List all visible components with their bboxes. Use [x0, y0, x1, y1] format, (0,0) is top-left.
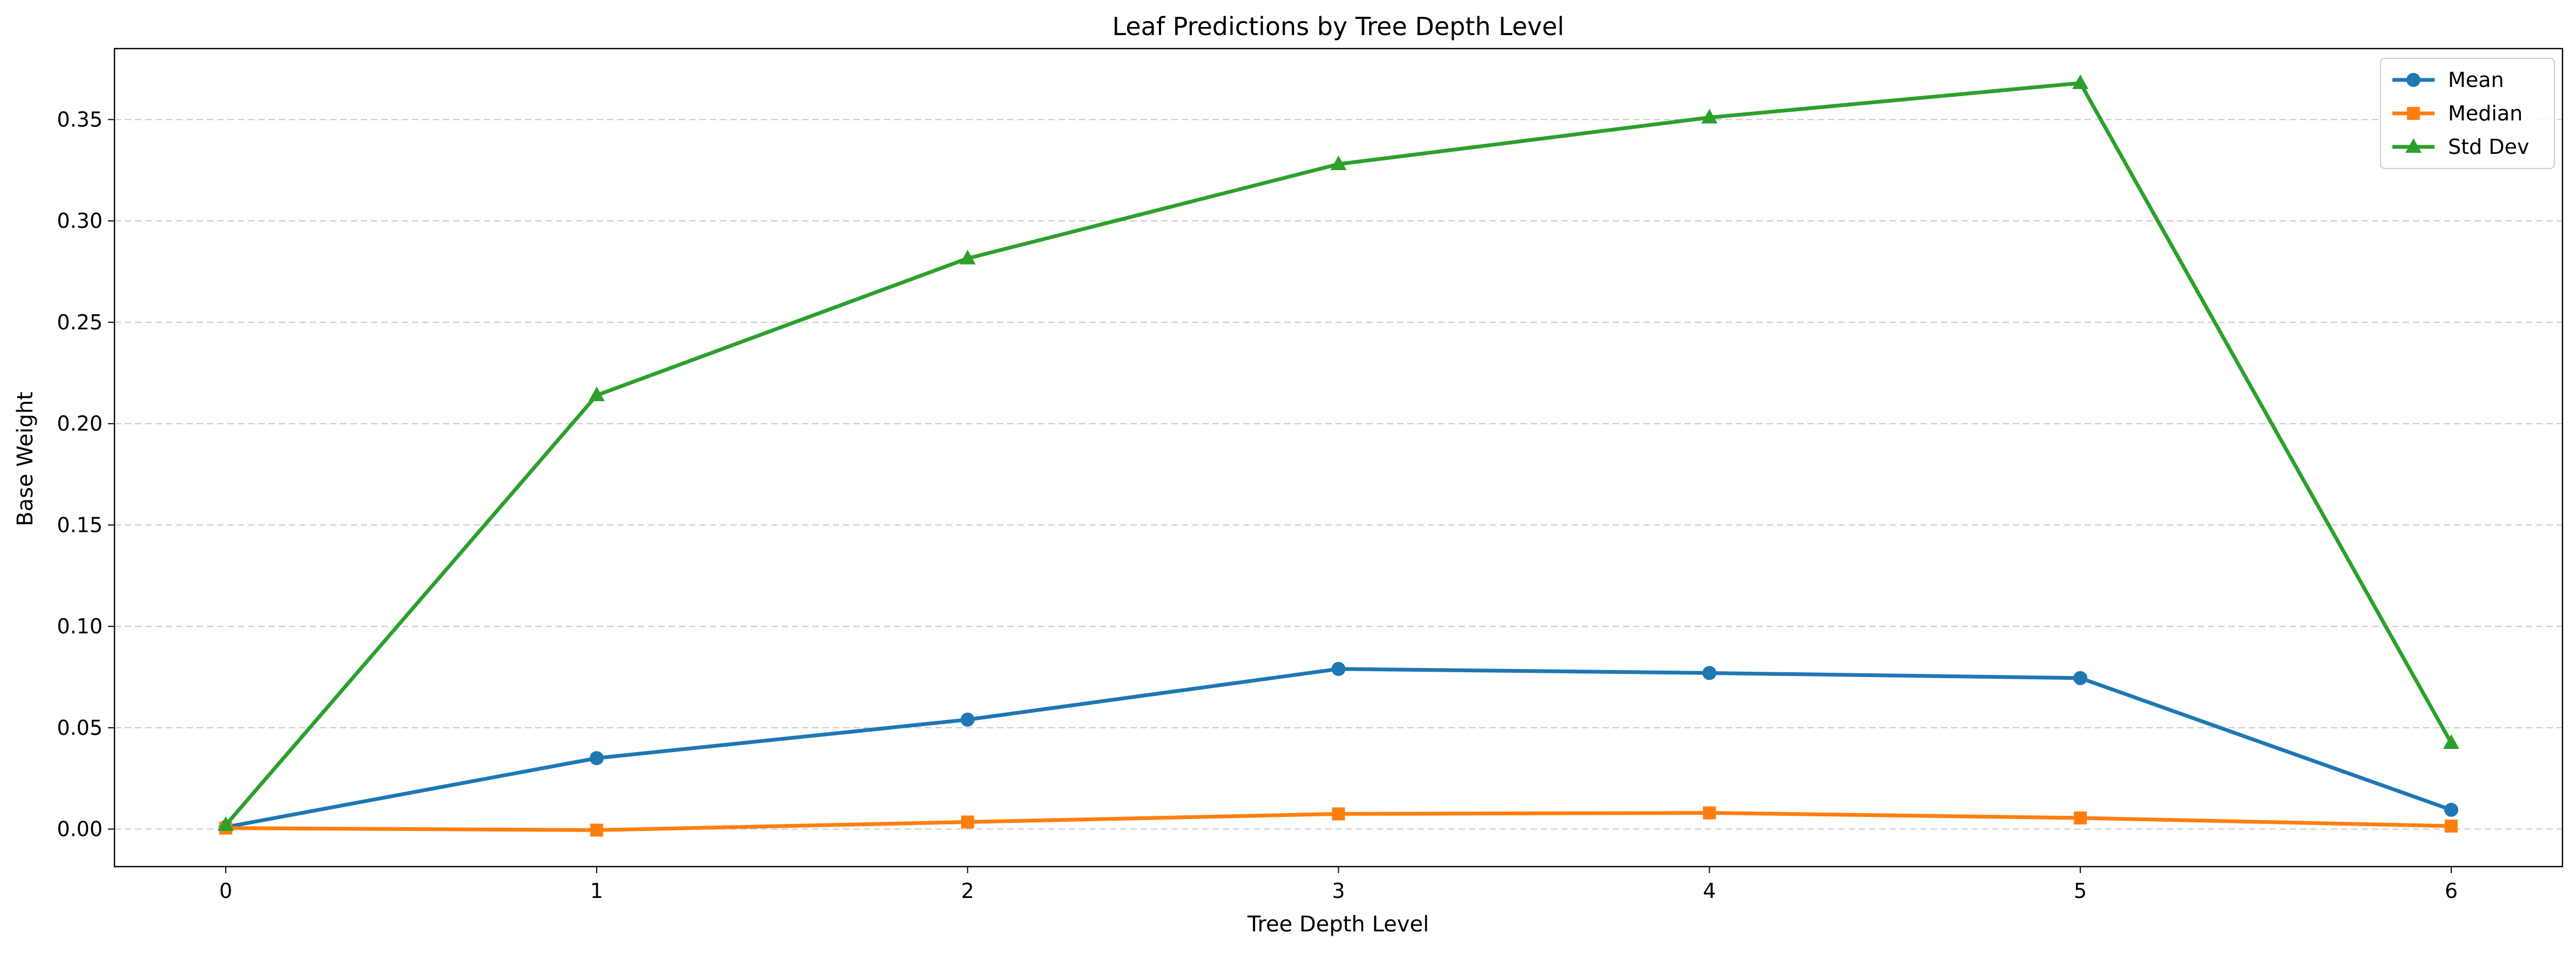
- legend-item-median: Median: [2392, 102, 2523, 125]
- data-point-median: [2444, 819, 2458, 833]
- data-point-mean: [2073, 671, 2088, 685]
- data-point-median: [590, 823, 603, 837]
- legend-item-mean: Mean: [2392, 68, 2504, 92]
- data-point-std-dev: [2072, 74, 2089, 89]
- y-tick-label: 0.25: [57, 310, 103, 334]
- legend-item-std-dev: Std Dev: [2392, 135, 2529, 159]
- legend-label-median: Median: [2448, 102, 2523, 125]
- data-point-std-dev: [959, 249, 976, 265]
- data-point-std-dev: [218, 816, 234, 832]
- y-tick-label: 0.20: [57, 412, 103, 436]
- x-tick-label: 2: [961, 879, 974, 903]
- legend-label-std-dev: Std Dev: [2448, 135, 2529, 159]
- legend-marker-mean: [2406, 73, 2420, 87]
- x-tick-label: 3: [1332, 879, 1345, 903]
- grid-layer: [114, 119, 2562, 830]
- legend-box: [2380, 58, 2555, 169]
- x-tick-label: 0: [219, 879, 232, 903]
- series-std-dev: [218, 74, 2459, 832]
- legend: Mean Median Std Dev: [2380, 58, 2555, 169]
- y-tick-label: 0.00: [57, 817, 103, 841]
- data-point-mean: [960, 712, 975, 727]
- legend-marker-std-dev: [2405, 138, 2422, 153]
- data-point-mean: [589, 751, 604, 766]
- legend-label-mean: Mean: [2448, 68, 2504, 92]
- series-layer: [218, 74, 2459, 837]
- data-point-mean: [2444, 802, 2458, 817]
- tick-layer: 0.00 0.05 0.10 0.15 0.20 0.25 0.30 0.35 0 1 2 3 4 5 6: [57, 107, 2458, 903]
- data-point-std-dev: [2443, 734, 2459, 749]
- x-tick-label: 5: [2074, 879, 2087, 903]
- data-point-median: [2074, 811, 2087, 824]
- data-point-mean: [1331, 661, 1346, 676]
- legend-marker-median: [2407, 107, 2420, 120]
- data-point-std-dev: [588, 387, 605, 402]
- y-tick-label: 0.15: [57, 513, 103, 537]
- data-point-median: [1332, 807, 1345, 821]
- data-point-median: [961, 815, 974, 829]
- data-point-mean: [1702, 666, 1717, 680]
- y-tick-label: 0.30: [57, 209, 103, 233]
- x-axis-title: Tree Depth Level: [1247, 912, 1429, 937]
- data-point-std-dev: [1701, 109, 1718, 124]
- chart-title: Leaf Predictions by Tree Depth Level: [1112, 12, 1565, 41]
- y-axis-title: Base Weight: [13, 391, 38, 526]
- x-tick-label: 4: [1703, 879, 1716, 903]
- y-tick-label: 0.10: [57, 614, 103, 638]
- y-tick-label: 0.05: [57, 716, 103, 740]
- data-point-median: [1703, 806, 1716, 820]
- data-point-std-dev: [1330, 156, 1347, 171]
- x-tick-label: 1: [590, 879, 603, 903]
- x-tick-label: 6: [2445, 879, 2458, 903]
- y-tick-label: 0.35: [57, 107, 103, 131]
